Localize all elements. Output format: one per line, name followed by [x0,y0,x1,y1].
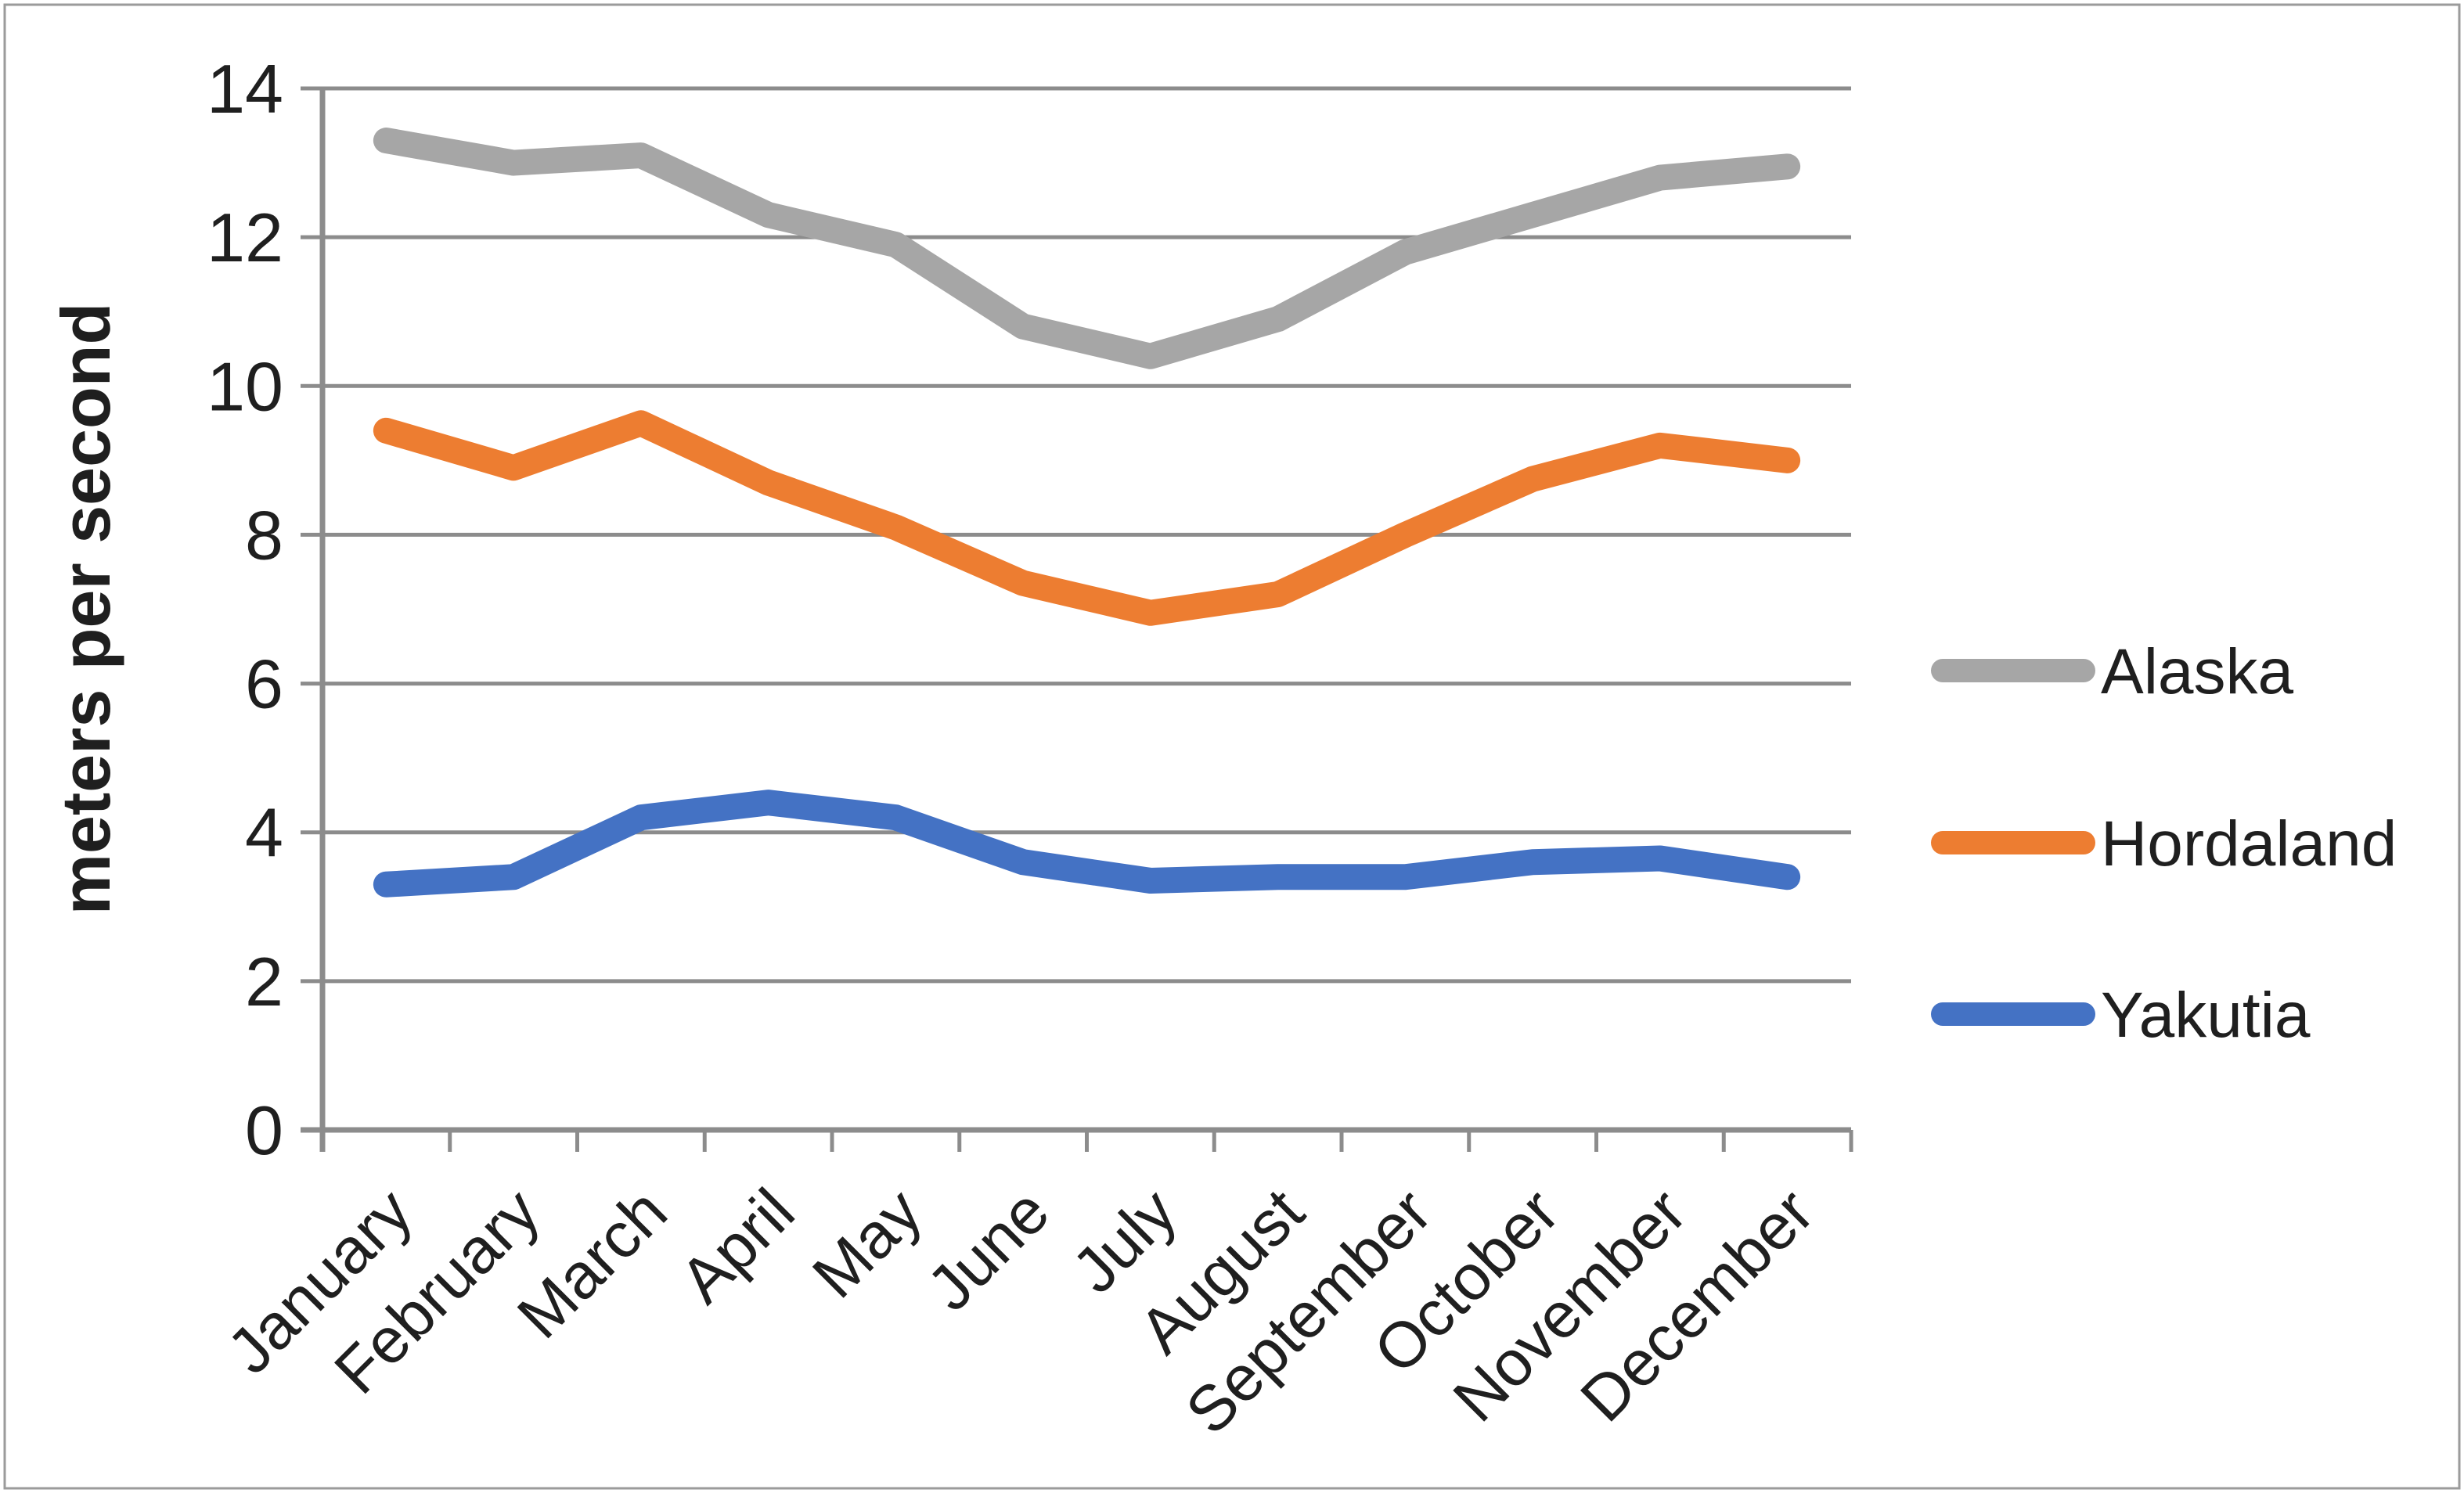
legend: Alaska Hordaland Yakutia [1931,636,2397,1051]
y-tick-label-12: 12 [207,199,283,276]
y-tick-label-8: 8 [245,496,283,574]
figure-border [3,3,2461,1490]
legend-label-yakutia: Yakutia [2101,980,2311,1051]
y-tick-label-10: 10 [207,347,283,425]
axes-group [301,87,1853,1152]
y-tick-label-4: 4 [245,794,283,872]
y-tick-label-14: 14 [207,50,283,128]
y-axis-title: meters per second [47,303,124,916]
series-line-alaska [373,128,1801,369]
y-tick-label-2: 2 [245,943,283,1020]
y-tick-labels-group: 0 2 4 6 8 10 12 14 [207,50,283,1169]
legend-label-hordaland: Hordaland [2101,808,2397,880]
series-lines-group [373,128,1801,898]
series-line-hordaland [373,410,1801,626]
series-line-yakutia [373,790,1801,898]
y-tick-label-6: 6 [245,646,283,723]
y-tick-label-0: 0 [245,1092,283,1169]
legend-label-alaska: Alaska [2101,636,2294,707]
